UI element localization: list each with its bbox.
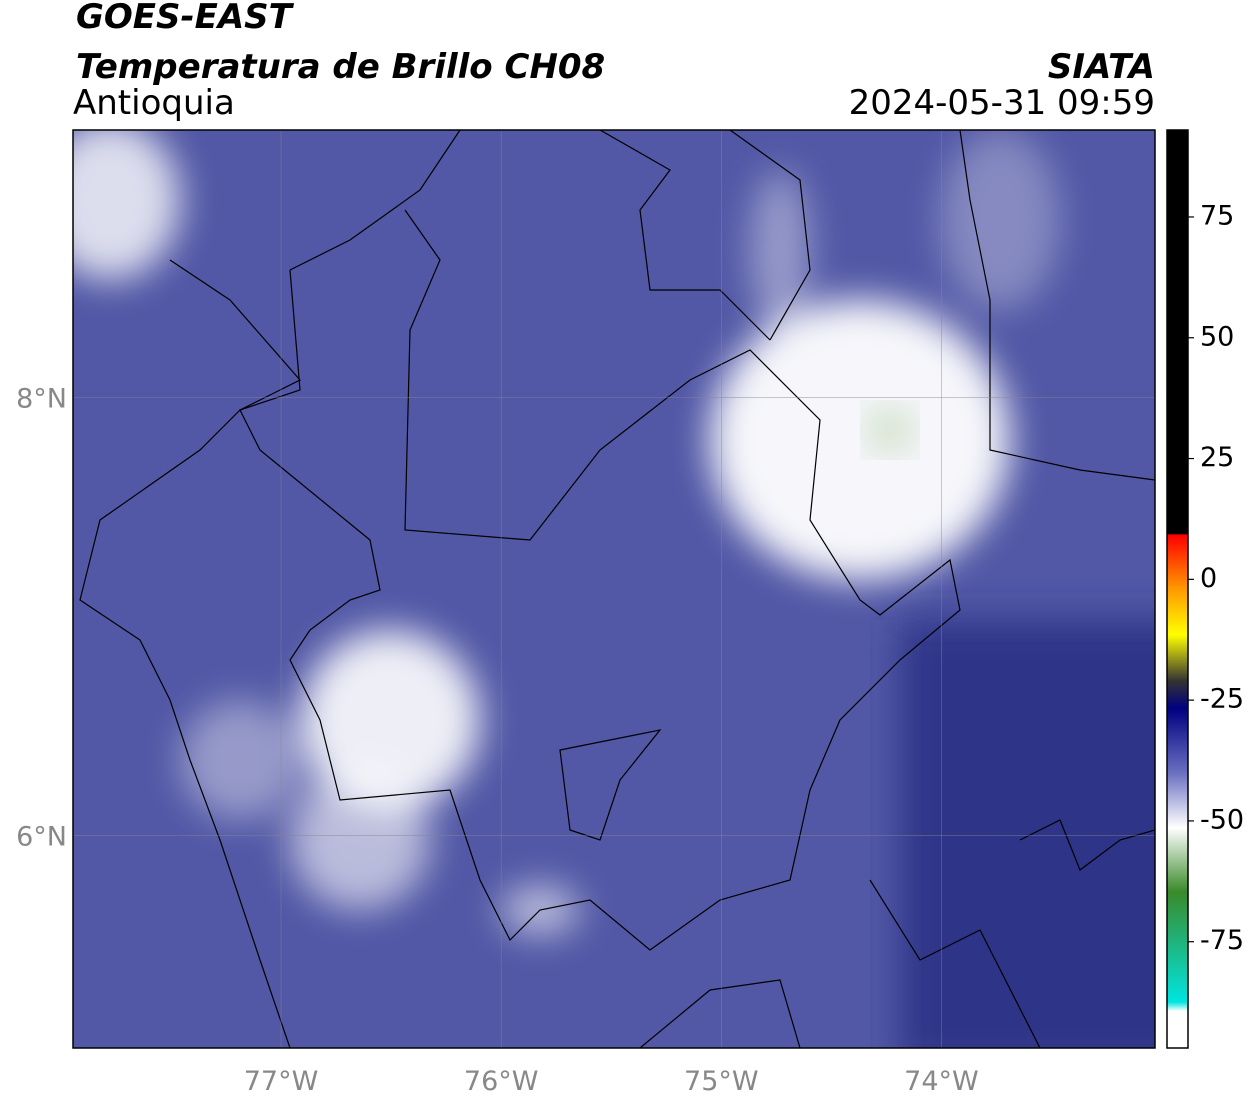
- y-tick-label: 6°N: [16, 821, 67, 852]
- colorbar-tick-label: 50: [1200, 321, 1234, 352]
- map-image: [73, 130, 1155, 1048]
- datetime: 2024-05-31 09:59: [849, 83, 1155, 123]
- subtitle: Temperatura de Brillo CH08: [76, 47, 605, 87]
- x-tick-label: 75°W: [684, 1066, 759, 1097]
- colorbar-tick-label: 25: [1200, 442, 1234, 473]
- title: GOES-EAST: [76, 0, 295, 37]
- region: Antioquia: [73, 83, 235, 123]
- colorbar-tick-label: -50: [1200, 804, 1244, 835]
- colorbar-tick-label: 0: [1200, 563, 1217, 594]
- map-frame: [72, 129, 1156, 1049]
- x-tick-label: 74°W: [904, 1066, 979, 1097]
- colorbar-tick-label: 75: [1200, 200, 1234, 231]
- colorbar-tick-label: -25: [1200, 684, 1244, 715]
- colorbar-tick-label: -75: [1200, 925, 1244, 956]
- source: SIATA: [1048, 47, 1155, 87]
- colorbar: [1166, 129, 1189, 1049]
- x-tick-label: 76°W: [464, 1066, 539, 1097]
- x-tick-label: 77°W: [244, 1066, 319, 1097]
- grid: [73, 130, 1155, 1048]
- y-tick-label: 8°N: [16, 383, 67, 414]
